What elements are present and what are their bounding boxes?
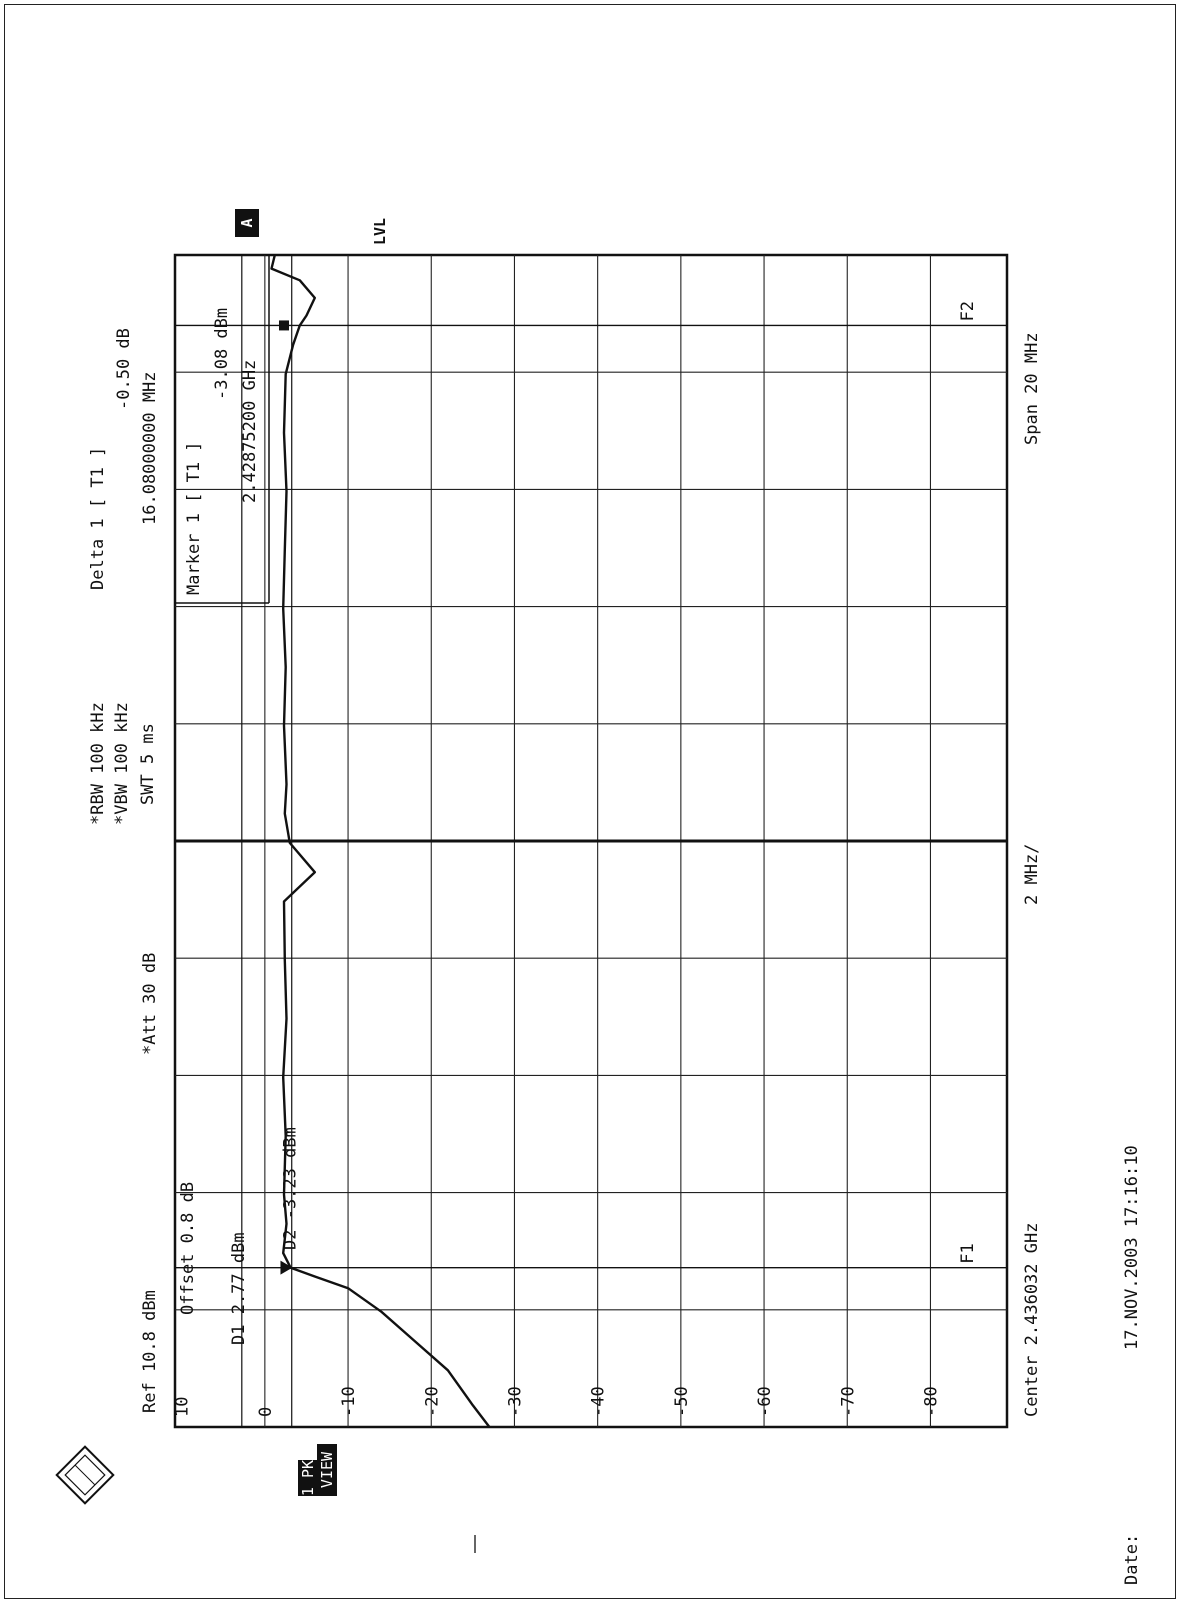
a-badge-bg [235, 209, 259, 237]
ref-level-label: Ref 10.8 dBm [140, 1290, 160, 1413]
marker-info-box: Marker 1 [ T1 ] -3.08 dBm 2.42875200 GHz [175, 255, 270, 604]
y-tick-label: 0 [256, 1407, 276, 1417]
y-tick-label: -70 [838, 1386, 858, 1417]
marker-1 [278, 320, 293, 1275]
view-badge-bg [317, 1444, 337, 1496]
spectrum-plot-area: 10 0 -10 -20 -30 -40 -50 -60 -70 -80 D1 2.77 dBmD… [173, 253, 1009, 1429]
frequency-per-division-label: 2 MHz/ [1022, 844, 1042, 905]
view-badge: VIEW [318, 1451, 336, 1488]
level-indicator: LVL [371, 218, 389, 245]
y-tick-label: -60 [755, 1386, 775, 1417]
offset-label: Offset 0.8 dB [178, 1182, 198, 1315]
delta-frequency-value: 16.08000000 MHz [140, 371, 160, 525]
y-tick-label: -20 [422, 1386, 442, 1417]
y-tick-label: -30 [505, 1386, 525, 1417]
y-tick-label: -80 [921, 1386, 941, 1417]
rbw-label: *RBW 100 kHz [88, 702, 108, 825]
f1-label: F1 [958, 1243, 978, 1263]
y-tick-label: -10 [339, 1386, 359, 1417]
marker-title: Marker 1 [ T1 ] [184, 441, 204, 595]
sweep-time-label: SWT 5 ms [138, 723, 158, 805]
vbw-label: *VBW 100 kHz [112, 702, 132, 825]
y-tick-label: 10 [173, 1397, 193, 1417]
span-label: Span 20 MHz [1022, 332, 1042, 445]
y-tick-label: -50 [672, 1386, 692, 1417]
date-value: 17.NOV.2003 17:16:10 [1122, 1145, 1142, 1350]
grid [175, 255, 1007, 1427]
spectrum-plot-page: 1 PK VIEW Ref 10.8 dBm *Att 30 dB *RBW 1… [4, 4, 1176, 1599]
y-tick-labels: 10 0 -10 -20 -30 -40 -50 -60 -70 -80 [173, 1386, 942, 1417]
pk-badge-bg [298, 1460, 318, 1496]
delta-marker-title: Delta 1 [ T1 ] [88, 447, 108, 590]
marker-level: -3.08 dBm [212, 308, 232, 400]
trace-a-badge: A [238, 218, 256, 227]
spectrum-trace [270, 254, 491, 1428]
delta-level-value: -0.50 dB [114, 328, 134, 410]
attenuation-label: *Att 30 dB [140, 953, 160, 1055]
trace-mode-badge: 1 PK [299, 1460, 317, 1496]
marker-triangle [280, 1260, 293, 1275]
rohde-schwarz-logo [55, 1445, 115, 1505]
date-label: Date: [1122, 1534, 1142, 1585]
center-frequency-label: Center 2.436032 GHz [1022, 1223, 1042, 1417]
y-tick-label: -40 [589, 1386, 609, 1417]
marker-frequency: 2.42875200 GHz [240, 360, 260, 503]
f2-label: F2 [958, 301, 978, 321]
d1-label: D1 2.77 dBm [229, 1232, 249, 1345]
delta-marker-square [278, 320, 289, 331]
